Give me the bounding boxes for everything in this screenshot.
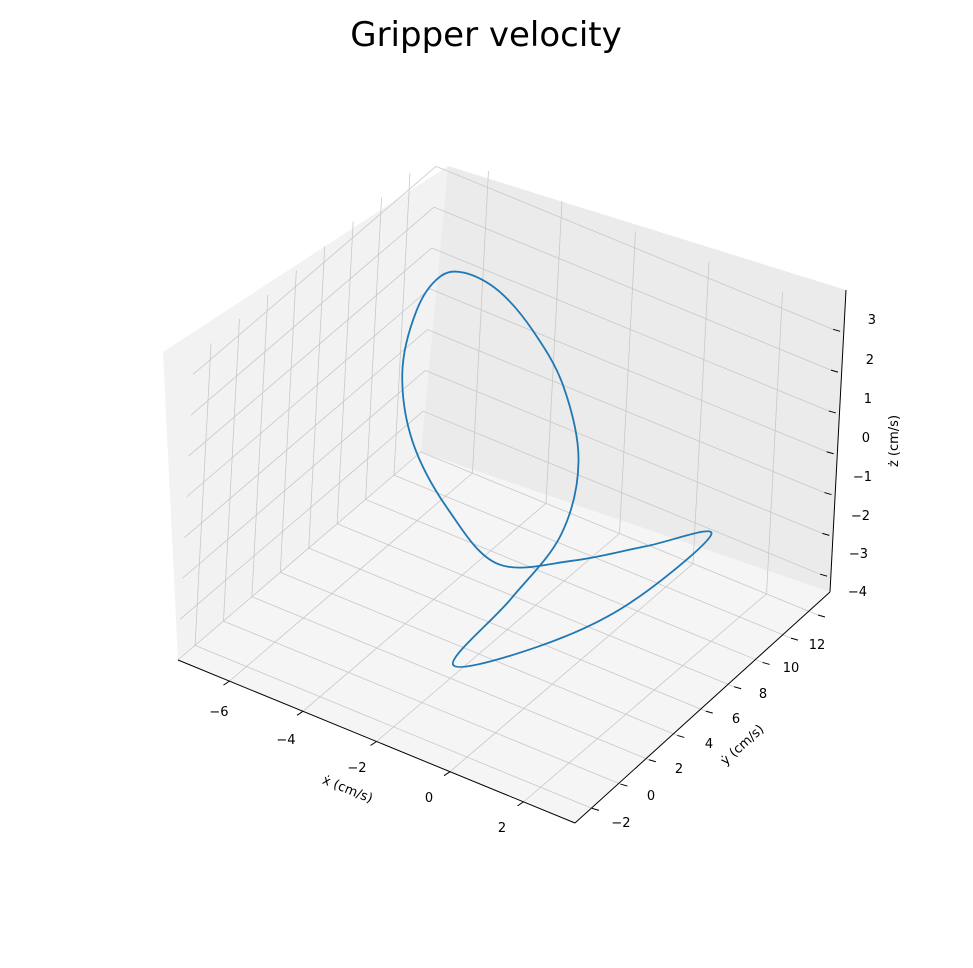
y-tick-mark [591,807,600,811]
z-tick-mark [828,410,836,414]
x-tick-mark [443,771,451,777]
y-tick-mark [677,734,685,738]
y-gridline [223,620,621,785]
z-tick-label: −1 [853,470,872,485]
x-gridline [766,291,783,594]
y-tick-label: 10 [783,661,800,676]
x-tick-mark [517,801,524,807]
x-tick-mark [223,680,230,686]
z-gridline [190,206,435,416]
tick-marks [223,328,841,811]
y-tick-label: 8 [759,687,767,702]
z-gridline [425,370,823,534]
x-axis-label: ẋ (cm/s) [320,773,375,807]
z-tick-label: −3 [849,547,868,562]
z-axis-line [829,289,847,593]
y-gridline [337,523,735,688]
y-tick-label: 0 [647,789,655,804]
x-tick-label: −4 [276,733,295,748]
y-tick-label: 4 [705,737,713,752]
x-gridline [523,593,767,803]
z-tick-label: 0 [862,431,870,446]
y-tick-mark [734,686,742,690]
y-tick-mark [790,637,799,641]
x-gridline [229,472,473,682]
x-tick-mark [296,710,304,716]
x-gridline [449,563,694,772]
z-tick-mark [832,328,841,332]
z-gridline [427,329,825,493]
y-gridline [223,319,240,622]
y-gridline [279,270,297,573]
y-gridline [393,173,411,476]
grid-lines [177,165,834,809]
x-gridline [619,231,636,534]
z-tick-label: 2 [866,353,874,368]
chart-title: Gripper velocity [350,15,622,55]
z-tick-label: −2 [851,509,870,524]
x-gridline [692,261,710,564]
x-tick-label: 2 [498,821,506,836]
z-gridline [179,410,424,620]
z-tick-mark [822,532,830,536]
velocity-curve [401,270,713,668]
z-gridline [182,370,426,579]
y-axis-line [574,591,831,824]
x-gridline [376,533,620,742]
y-gridline [280,572,678,736]
z-tick-mark [830,369,839,373]
y-tick-label: −2 [611,816,630,831]
y-gridline [194,645,593,809]
y-axis-label: ẏ (cm/s) [718,722,767,769]
x-tick-label: −6 [209,705,228,720]
z-axis-label: ż (cm/s) [887,415,902,467]
z-tick-mark [817,614,826,618]
x-gridline [472,171,489,474]
z-tick-mark [824,492,832,496]
y-tick-label: 12 [809,638,826,653]
y-tick-label: 6 [732,712,740,727]
y-tick-label: 2 [675,762,683,777]
y-gridline [336,221,354,524]
y-gridline [365,197,382,500]
z-tick-mark [826,451,834,455]
z-tick-label: 1 [864,392,872,407]
z-gridline [431,247,829,412]
x-tick-label: −2 [347,761,366,776]
y-tick-mark [620,783,628,787]
y-gridline [365,499,763,663]
z-gridline [188,247,433,457]
x-tick-mark [370,741,377,746]
z-gridline [420,451,819,616]
y-gridline [308,246,326,549]
floor-pane [178,452,830,823]
y-gridline [308,547,706,712]
x-gridline [302,503,547,712]
back-pane [421,166,846,592]
z-gridline [429,288,827,453]
z-gridline [435,165,834,330]
y-tick-mark [705,710,713,714]
y-tick-mark [648,759,657,763]
z-gridline [192,166,437,375]
z-gridline [177,451,422,661]
y-tick-mark [762,661,770,665]
z-tick-label: 3 [868,313,876,328]
z-tick-label: −4 [848,585,867,600]
y-gridline [251,596,650,761]
z-gridline [184,329,428,538]
y-gridline [194,343,212,646]
z-gridline [186,288,430,498]
y-gridline [251,294,269,597]
x-tick-label: 0 [425,791,433,806]
z-gridline [423,410,821,575]
z-gridline [433,206,832,371]
z-tick-mark [820,573,828,577]
x-gridline [545,201,563,504]
